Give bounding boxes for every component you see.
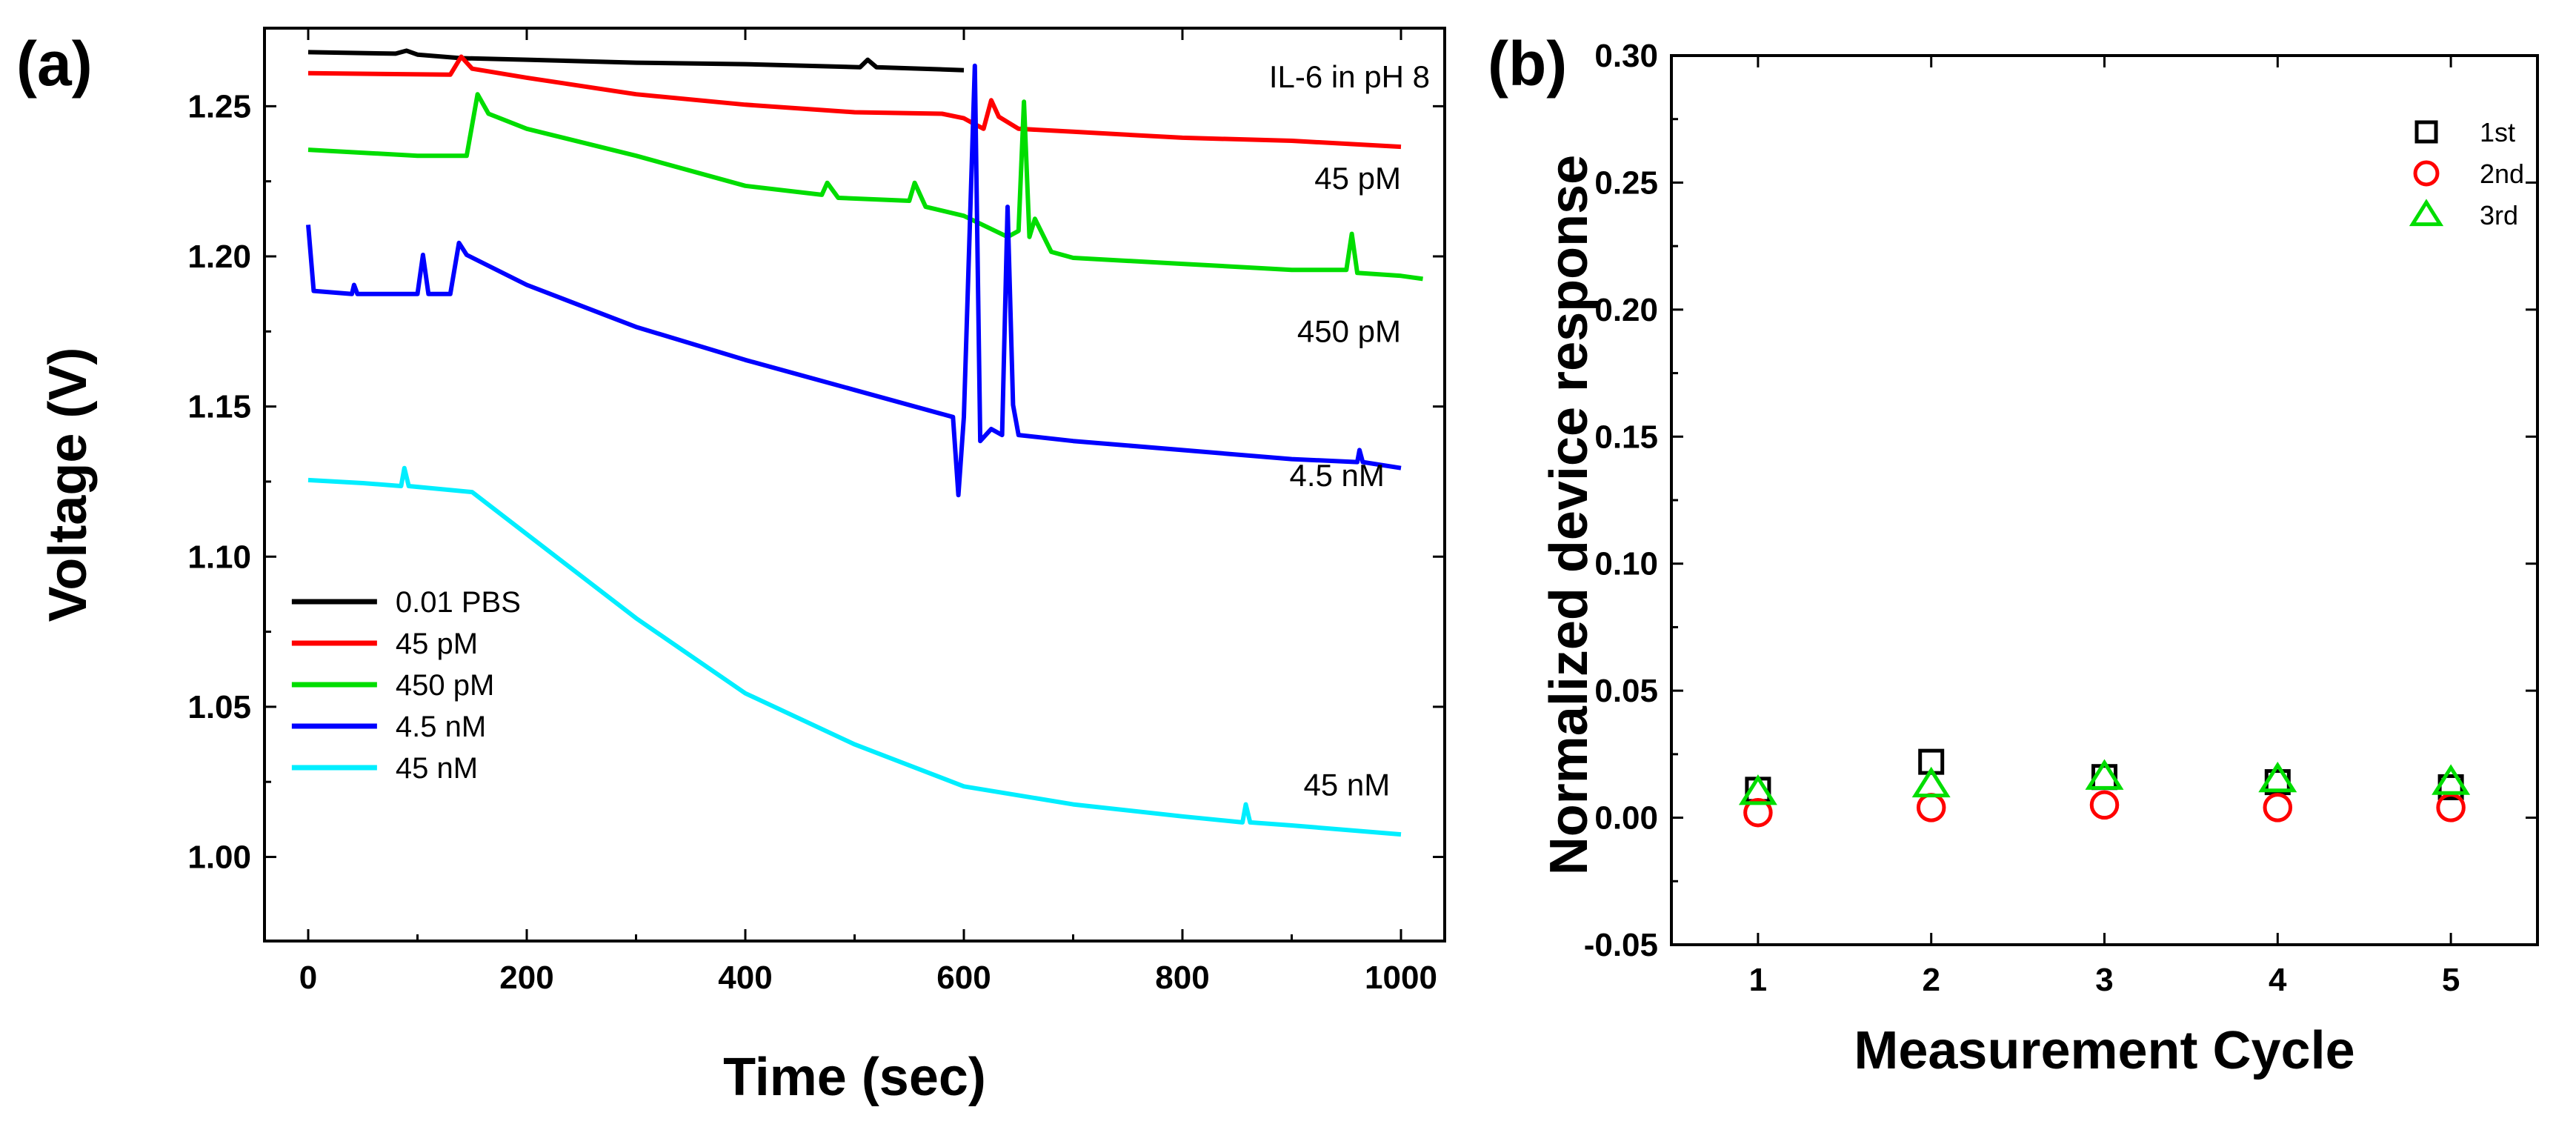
marker-2nd [2263, 793, 2293, 822]
marker-3rd [2432, 764, 2471, 795]
y-tick-label-a: 1.00 [187, 840, 251, 876]
plot-frame-b [1670, 54, 2539, 946]
x-axis-title-a: Time (sec) [723, 1048, 986, 1107]
y-tick-label-a: 1.20 [187, 239, 251, 275]
legend-label-b: 2nd [2480, 159, 2524, 189]
marker-2nd [2089, 790, 2120, 820]
y-tick-label-b: 0.10 [1594, 546, 1658, 582]
legend-marker-b [2413, 160, 2440, 187]
marker-3rd [1738, 774, 1777, 805]
legend-label-b: 1st [2480, 117, 2515, 147]
curve-annotation: 45 pM [1314, 161, 1401, 196]
series-line-45-pm [307, 54, 1402, 150]
legend-label-a: 45 pM [396, 628, 478, 660]
marker-3rd [2085, 759, 2124, 790]
y-axis-title-a: Voltage (V) [39, 348, 98, 622]
x-tick-label-a: 200 [499, 960, 553, 996]
marker-3rd [2258, 761, 2297, 793]
y-tick-label-b: 0.15 [1594, 419, 1658, 455]
y-tick-label-b: 0.25 [1594, 164, 1658, 201]
marker-2nd [1743, 797, 1773, 828]
curve-annotation: 450 pM [1297, 314, 1401, 349]
y-tick-label-a: 1.15 [187, 389, 251, 425]
series-line-450-pm [307, 92, 1423, 282]
x-axis-title-b: Measurement Cycle [1854, 1021, 2354, 1080]
marker-3rd [1911, 766, 1951, 798]
y-tick-label-a: 1.05 [187, 689, 251, 725]
legend-label-a: 45 nM [396, 752, 478, 785]
y-tick-label-b: 0.05 [1594, 673, 1658, 709]
panel-a-label: (a) [16, 29, 93, 99]
x-tick-label-b: 1 [1749, 962, 1767, 998]
y-tick-label-b: 0.00 [1594, 800, 1658, 837]
x-tick-label-a: 800 [1155, 960, 1209, 996]
legend-label-a: 4.5 nM [396, 711, 486, 743]
x-tick-label-a: 1000 [1365, 960, 1437, 996]
plot-frame-a [263, 27, 1446, 943]
y-tick-label-b: 0.20 [1594, 292, 1658, 328]
x-tick-label-b: 3 [2095, 962, 2113, 998]
x-tick-label-a: 0 [299, 960, 317, 996]
legend-marker-b [2414, 120, 2438, 144]
legend-marker-b [2409, 199, 2444, 227]
panel-b-label: (b) [1488, 29, 1567, 99]
x-tick-label-a: 400 [718, 960, 772, 996]
legend-label-b: 3rd [2480, 200, 2518, 230]
x-tick-label-a: 600 [936, 960, 991, 996]
series-line-0-01-pbs [307, 48, 965, 73]
y-tick-label-b: -0.05 [1584, 927, 1658, 963]
legend-label-a: 450 pM [396, 669, 494, 702]
series-line-4-5-nm [306, 63, 1402, 498]
x-tick-label-b: 5 [2442, 962, 2460, 998]
y-tick-label-a: 1.10 [187, 539, 251, 575]
chart-a: 0 200 400 600 800 1000 1.00 1.05 1.10 1.15 1.20 1.2… [39, 27, 1446, 1107]
marker-2nd [1916, 793, 1946, 822]
x-tick-label-b: 4 [2269, 962, 2287, 998]
chart-b: 1 2 3 4 5 -0.05 0.00 0.05 0.10 0.15 0.20 0.25 0.30 1s… [1540, 38, 2539, 1080]
legend-label-a: 0.01 PBS [396, 586, 521, 619]
curve-annotation: 45 nM [1304, 767, 1391, 802]
y-tick-label-b: 0.30 [1594, 38, 1658, 74]
y-axis-title-b: Normalized device response [1540, 155, 1599, 875]
curve-annotation: 4.5 nM [1289, 458, 1384, 493]
y-tick-label-a: 1.25 [187, 88, 251, 124]
series-line-45-nm [307, 465, 1402, 837]
x-tick-label-b: 2 [1922, 962, 1940, 998]
annotation-title: IL-6 in pH 8 [1269, 59, 1430, 94]
